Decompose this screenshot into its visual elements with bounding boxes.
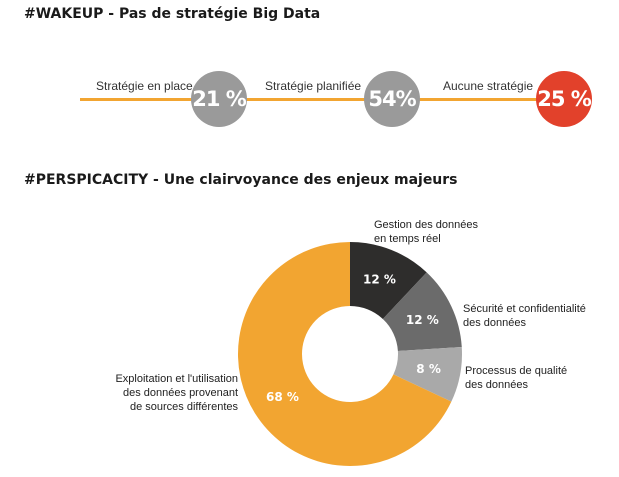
slice-category-label: Exploitation et l'utilisation des données… (115, 373, 238, 413)
donut-slice (393, 346, 462, 402)
stat-label-strategie-planifiee: Stratégie planifiée (262, 79, 365, 93)
section-title-perspicacity: #PERSPICACITY - Une clairvoyance des enj… (24, 172, 458, 188)
stat-badge-strategie-en-place: 21 % (191, 71, 247, 127)
stat-badge-aucune-strategie: 25 % (536, 71, 592, 127)
stats-timeline-line (80, 98, 546, 101)
slice-value-label: 12 % (406, 313, 439, 327)
donut-slice (238, 242, 452, 467)
stat-label-strategie-en-place: Stratégie en place (93, 79, 196, 93)
slice-category-label: Processus de qualité des données (465, 365, 567, 391)
donut-slice (350, 242, 427, 320)
slice-category-label: Gestion des données en temps réel (374, 219, 478, 245)
stat-badge-strategie-planifiee: 54% (364, 71, 420, 127)
slice-value-label: 68 % (266, 390, 299, 404)
donut-slice (382, 272, 462, 351)
slice-value-label: 8 % (416, 362, 441, 376)
slice-category-label: Sécurité et confidentialité des données (463, 303, 586, 329)
stat-label-aucune-strategie: Aucune stratégie (440, 79, 537, 93)
slice-value-label: 12 % (363, 273, 396, 287)
section-title-wakeup: #WAKEUP - Pas de stratégie Big Data (24, 6, 321, 22)
